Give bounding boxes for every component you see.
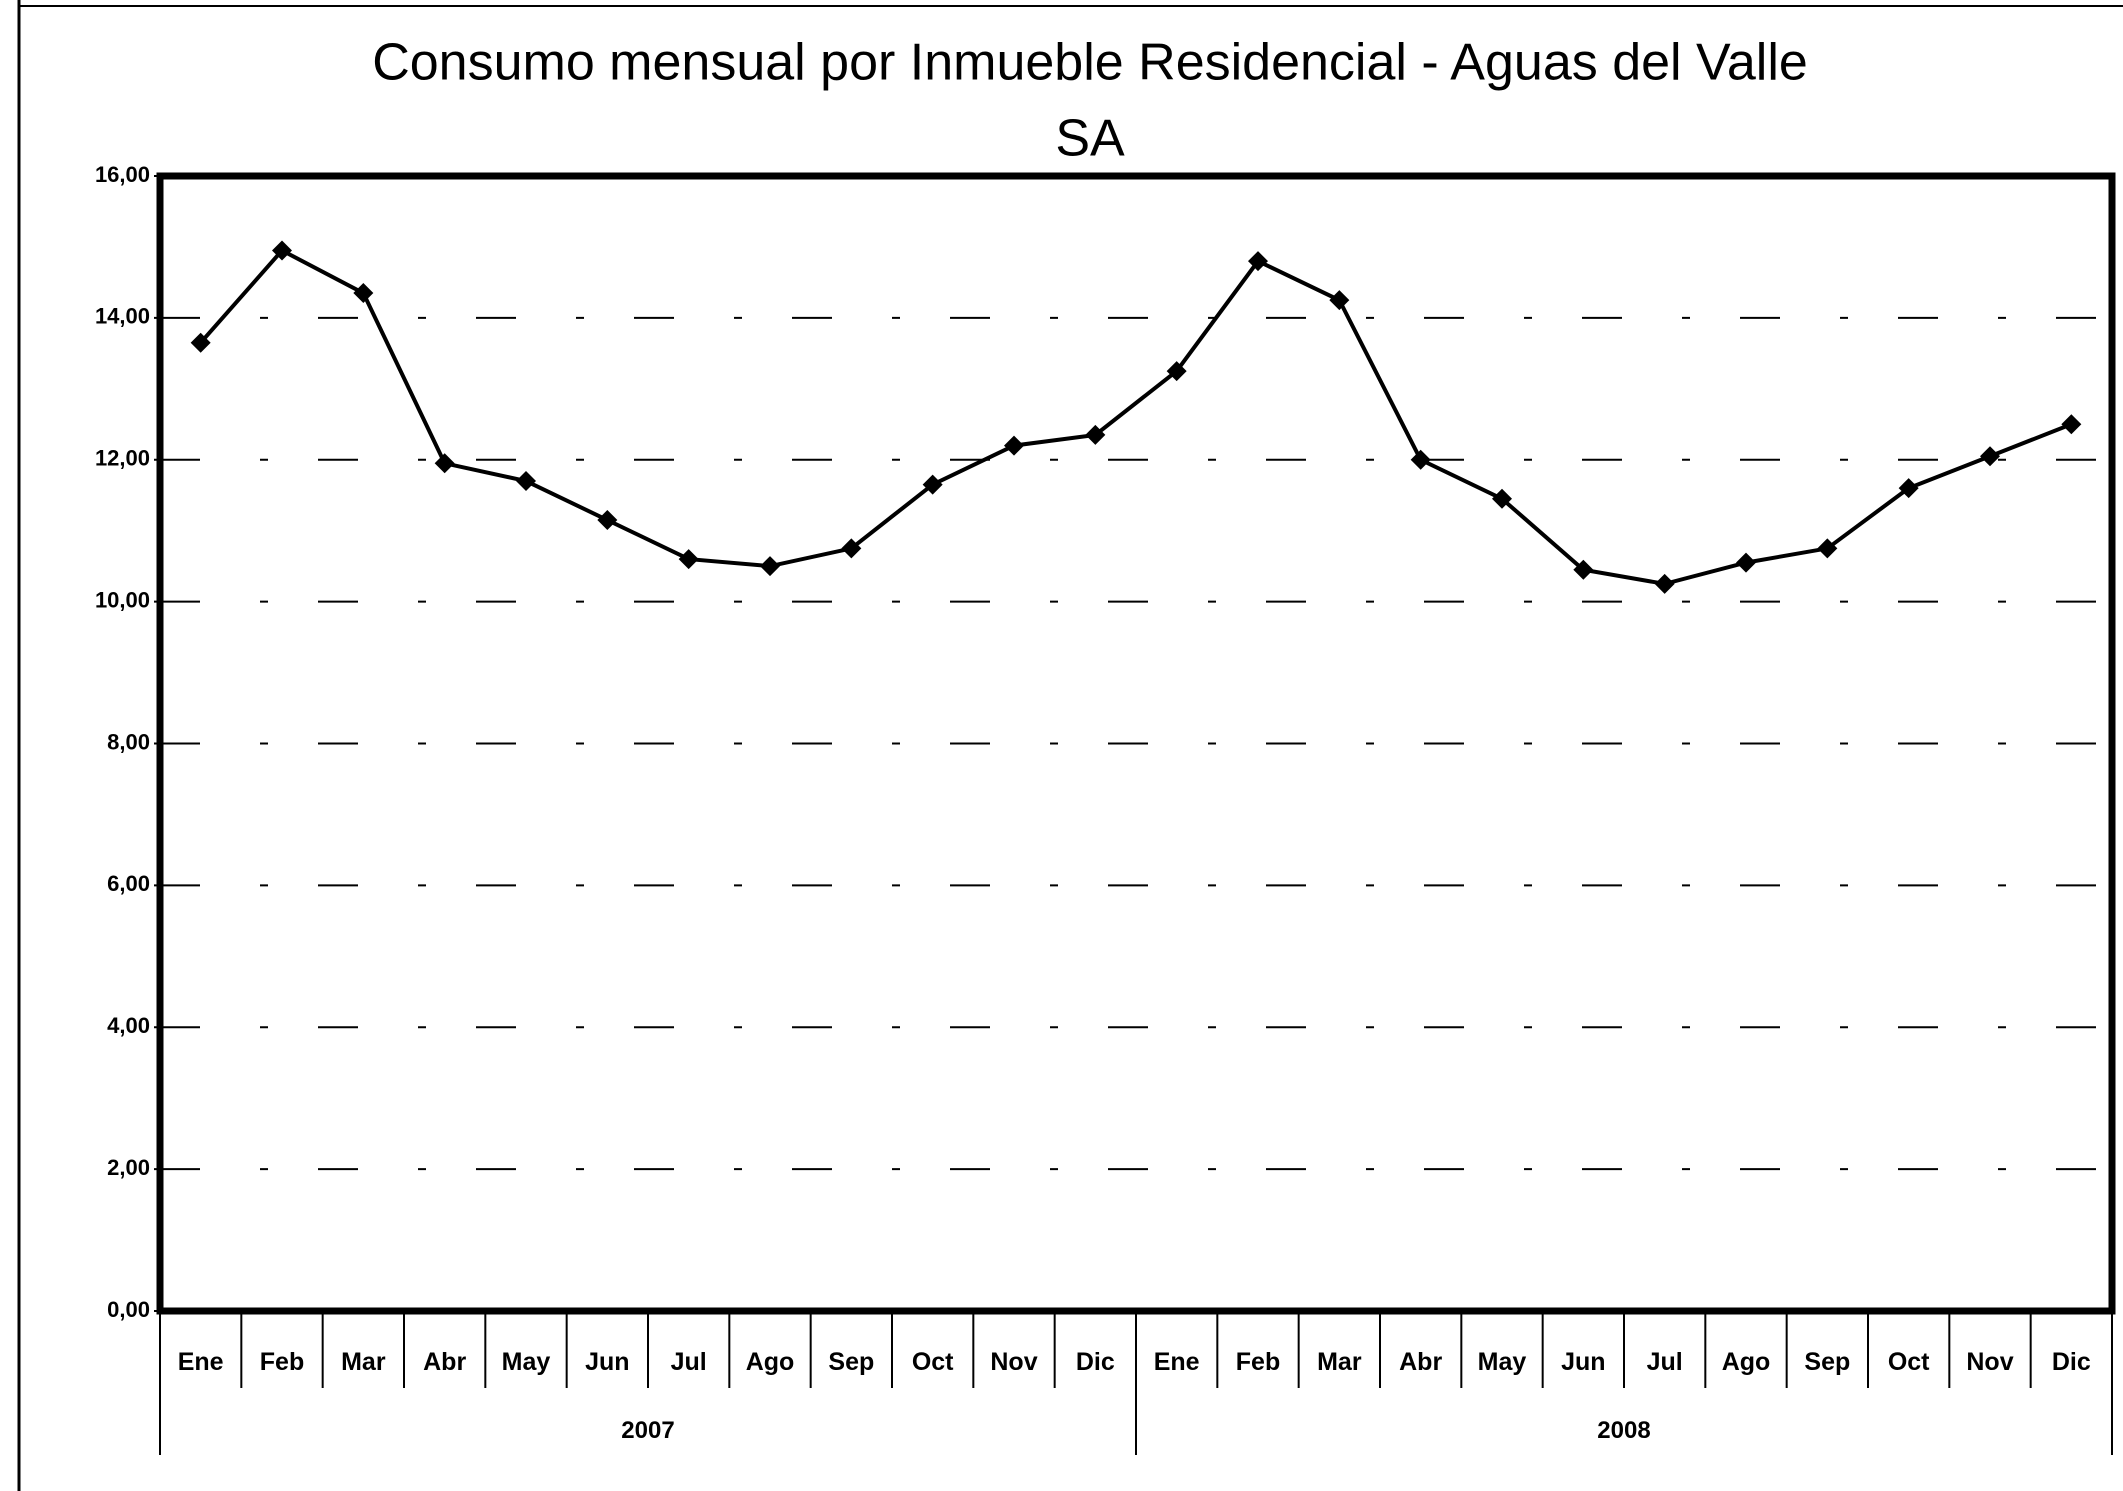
y-tick-label: 2,00 (107, 1155, 150, 1180)
data-point (1654, 573, 1675, 594)
data-point (353, 283, 374, 304)
y-tick-label: 6,00 (107, 871, 150, 896)
y-tick-label: 0,00 (107, 1297, 150, 1322)
x-tick-label: Jul (671, 1348, 707, 1376)
data-point (760, 556, 780, 577)
x-tick-label: Dic (2052, 1348, 2091, 1376)
data-point (1980, 446, 2000, 467)
data-point (1573, 559, 1594, 580)
y-tick-label: 12,00 (95, 446, 150, 471)
y-tick-label: 10,00 (95, 587, 150, 612)
x-tick-label: Abr (423, 1348, 466, 1376)
x-tick-label: Sep (1804, 1348, 1850, 1376)
x-tick-label: Jun (585, 1348, 629, 1376)
x-tick-label: Abr (1399, 1348, 1442, 1376)
data-point (1736, 552, 1756, 573)
x-tick-label: Mar (341, 1348, 386, 1376)
x-tick-label: Ago (746, 1348, 795, 1376)
x-tick-label: Ene (1154, 1348, 1200, 1376)
x-tick-label: Jul (1647, 1348, 1683, 1376)
data-point (1410, 449, 1431, 470)
data-point (1898, 478, 1919, 499)
x-tick-label: Feb (260, 1348, 304, 1376)
data-point (1166, 361, 1187, 382)
y-tick-label: 16,00 (95, 162, 150, 187)
x-tick-label: Sep (828, 1348, 874, 1376)
data-point (1817, 538, 1838, 559)
data-point (190, 332, 211, 353)
y-tick-label: 8,00 (107, 729, 150, 754)
data-point (516, 471, 536, 492)
data-point (1004, 435, 1024, 456)
chart-title: Consumo mensual por Inmueble Residencial… (372, 34, 1808, 92)
x-tick-label: Nov (990, 1348, 1037, 1376)
x-tick-label: Dic (1076, 1348, 1115, 1376)
data-point (1085, 424, 1106, 445)
data-point (434, 453, 455, 474)
data-point (597, 510, 618, 531)
y-tick-label: 4,00 (107, 1013, 150, 1038)
x-tick-label: May (502, 1348, 551, 1376)
x-tick-label: Mar (1317, 1348, 1362, 1376)
x-tick-label: Feb (1236, 1348, 1280, 1376)
data-point (922, 474, 943, 495)
data-point (1248, 251, 1268, 272)
chart-title: SA (1055, 110, 1125, 168)
data-point (678, 549, 699, 570)
data-point (2061, 414, 2082, 435)
year-label: 2007 (621, 1417, 674, 1444)
x-tick-label: Jun (1561, 1348, 1605, 1376)
data-line (199, 247, 2073, 586)
x-tick-label: May (1478, 1348, 1527, 1376)
y-tick-label: 14,00 (95, 304, 150, 329)
x-tick-label: Nov (1966, 1348, 2013, 1376)
x-tick-label: Ago (1722, 1348, 1771, 1376)
data-point (1492, 488, 1512, 509)
x-tick-label: Ene (178, 1348, 224, 1376)
x-tick-label: Oct (1888, 1348, 1930, 1376)
data-point (841, 538, 862, 559)
x-tick-label: Oct (912, 1348, 954, 1376)
data-point (272, 240, 292, 261)
data-point (1329, 290, 1350, 311)
year-label: 2008 (1597, 1417, 1650, 1444)
